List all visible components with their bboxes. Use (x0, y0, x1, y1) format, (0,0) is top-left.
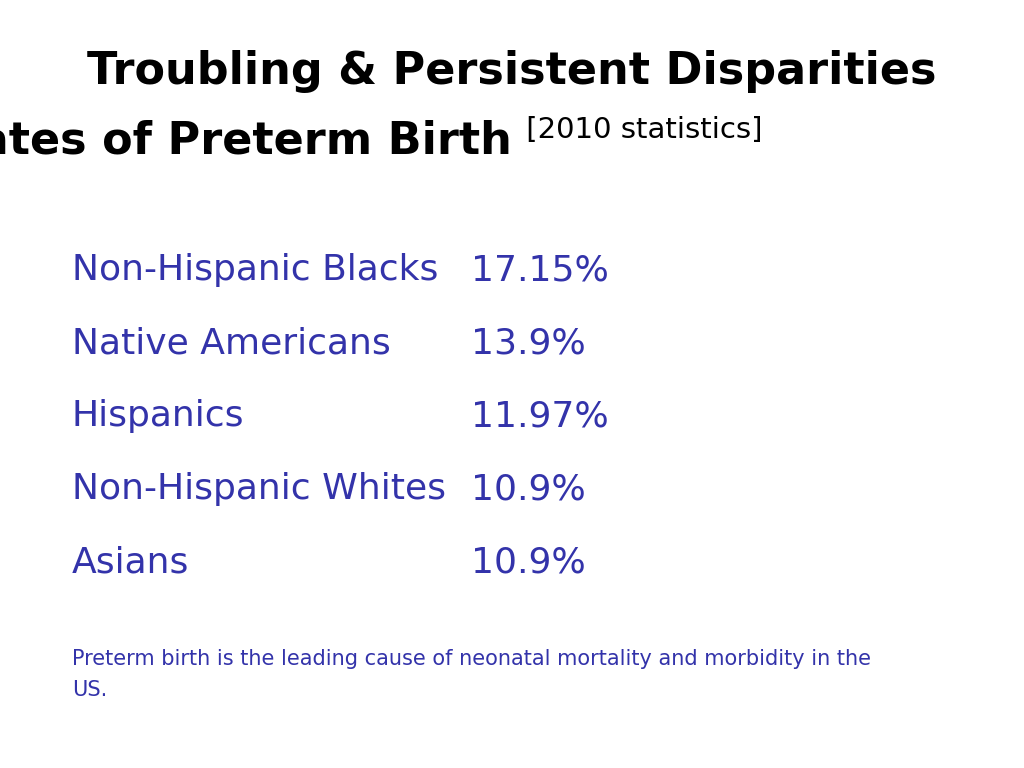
Text: Preterm birth is the leading cause of neonatal mortality and morbidity in the: Preterm birth is the leading cause of ne… (72, 649, 870, 669)
Text: Native Americans: Native Americans (72, 326, 390, 360)
Text: 13.9%: 13.9% (471, 326, 586, 360)
Text: Troubling & Persistent Disparities: Troubling & Persistent Disparities (87, 50, 937, 93)
Text: Asians: Asians (72, 545, 189, 579)
Text: Non-Hispanic Whites: Non-Hispanic Whites (72, 472, 445, 506)
Text: [2010 statistics]: [2010 statistics] (517, 116, 763, 144)
Text: 10.9%: 10.9% (471, 545, 586, 579)
Text: in Rates of Preterm Birth: in Rates of Preterm Birth (0, 119, 512, 162)
Text: US.: US. (72, 680, 106, 700)
Text: 11.97%: 11.97% (471, 399, 609, 433)
Text: Non-Hispanic Blacks: Non-Hispanic Blacks (72, 253, 438, 287)
Text: Hispanics: Hispanics (72, 399, 244, 433)
Text: 10.9%: 10.9% (471, 472, 586, 506)
Text: 17.15%: 17.15% (471, 253, 609, 287)
